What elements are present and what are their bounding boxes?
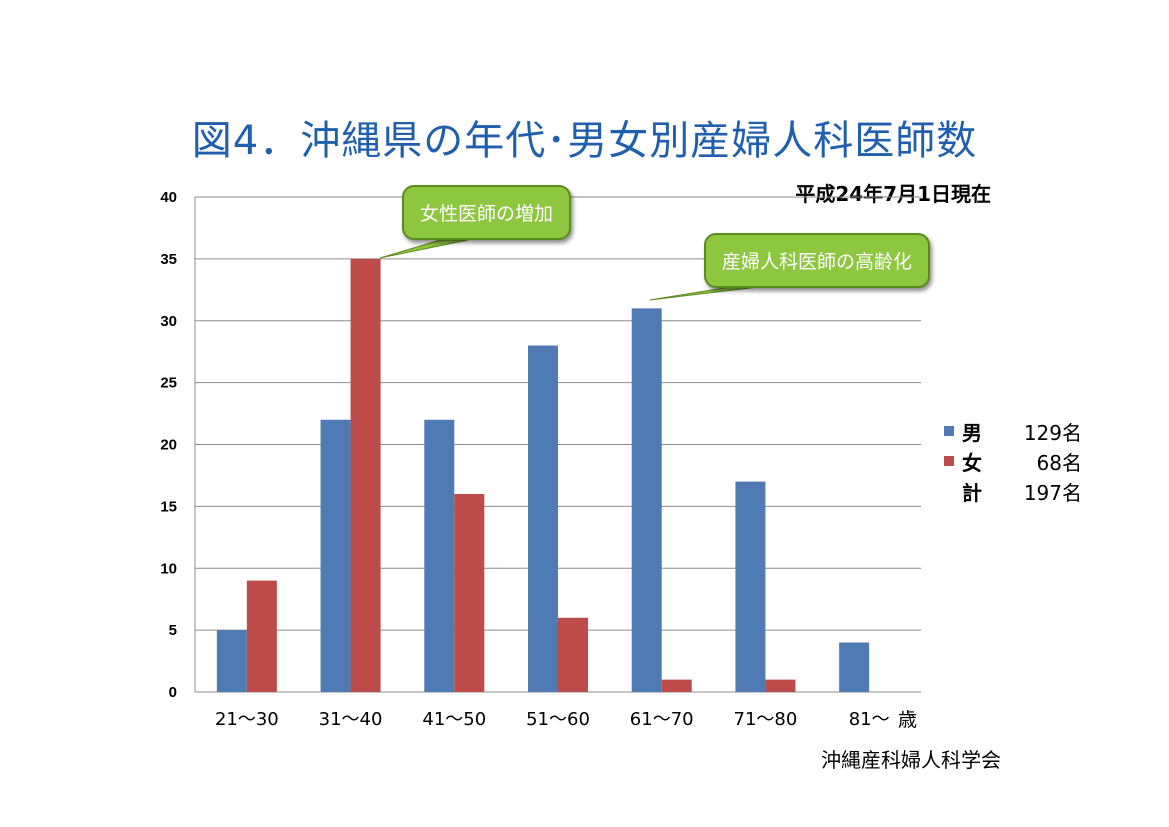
- bar-male: [735, 481, 766, 692]
- bar-male: [631, 308, 662, 692]
- legend-item-female: 女 68名: [944, 446, 1082, 476]
- x-tick-label: 21～30: [215, 709, 279, 730]
- legend-label-female: 女: [962, 450, 982, 475]
- bar-male: [216, 630, 247, 692]
- date-note: 平成24年7月1日現在: [795, 182, 991, 206]
- legend-count-male: 129名: [1023, 420, 1082, 445]
- y-tick-label: 5: [169, 622, 177, 639]
- bar-male: [839, 642, 870, 692]
- y-tick-label: 20: [160, 437, 177, 454]
- callout-aging: 産婦人科医師の高齢化: [704, 233, 931, 288]
- y-tick-label: 15: [160, 498, 177, 515]
- y-tick-label: 10: [160, 560, 177, 577]
- y-tick-label: 40: [160, 189, 177, 206]
- bar-female: [558, 617, 588, 692]
- legend-label-total: 計: [962, 480, 982, 505]
- legend-item-male: 男 129名: [944, 416, 1082, 446]
- y-tick-label: 30: [160, 313, 177, 330]
- legend-label-male: 男: [962, 420, 982, 445]
- legend-count-female: 68名: [1036, 450, 1082, 475]
- x-axis-unit: 歳: [898, 709, 918, 731]
- x-tick-label: 71～80: [734, 709, 798, 730]
- legend-swatch-female: [944, 456, 954, 466]
- bar-male: [424, 419, 455, 692]
- bar-female: [765, 679, 796, 692]
- callout-female-increase: 女性医師の増加: [402, 185, 572, 240]
- legend-swatch-male: [944, 426, 954, 436]
- legend-count-total: 197名: [1023, 480, 1082, 505]
- legend-item-total: 計 197名: [944, 476, 1082, 506]
- x-tick-label: 51～60: [526, 709, 590, 730]
- legend: 男 129名 女 68名 計 197名: [944, 416, 1082, 506]
- bar-female: [246, 580, 277, 692]
- callout-pointer: [379, 239, 469, 259]
- y-tick-label: 25: [160, 375, 177, 392]
- bar-female: [454, 494, 485, 692]
- bar-female: [350, 258, 381, 692]
- bar-male: [528, 345, 558, 692]
- chart-title: 図4．沖縄県の年代･男女別産婦人科医師数: [191, 118, 978, 164]
- x-tick-label: 31～40: [319, 709, 383, 730]
- y-tick-label: 0: [169, 684, 177, 701]
- y-tick-label: 35: [160, 251, 177, 268]
- source-note: 沖縄産科婦人科学会: [821, 748, 1001, 772]
- x-tick-label: 41～50: [422, 709, 486, 730]
- bar-male: [320, 419, 351, 692]
- bar-female: [661, 679, 692, 692]
- x-tick-label: 61～70: [630, 709, 694, 730]
- x-tick-label: 81～: [849, 709, 890, 730]
- callout-pointer: [649, 286, 759, 301]
